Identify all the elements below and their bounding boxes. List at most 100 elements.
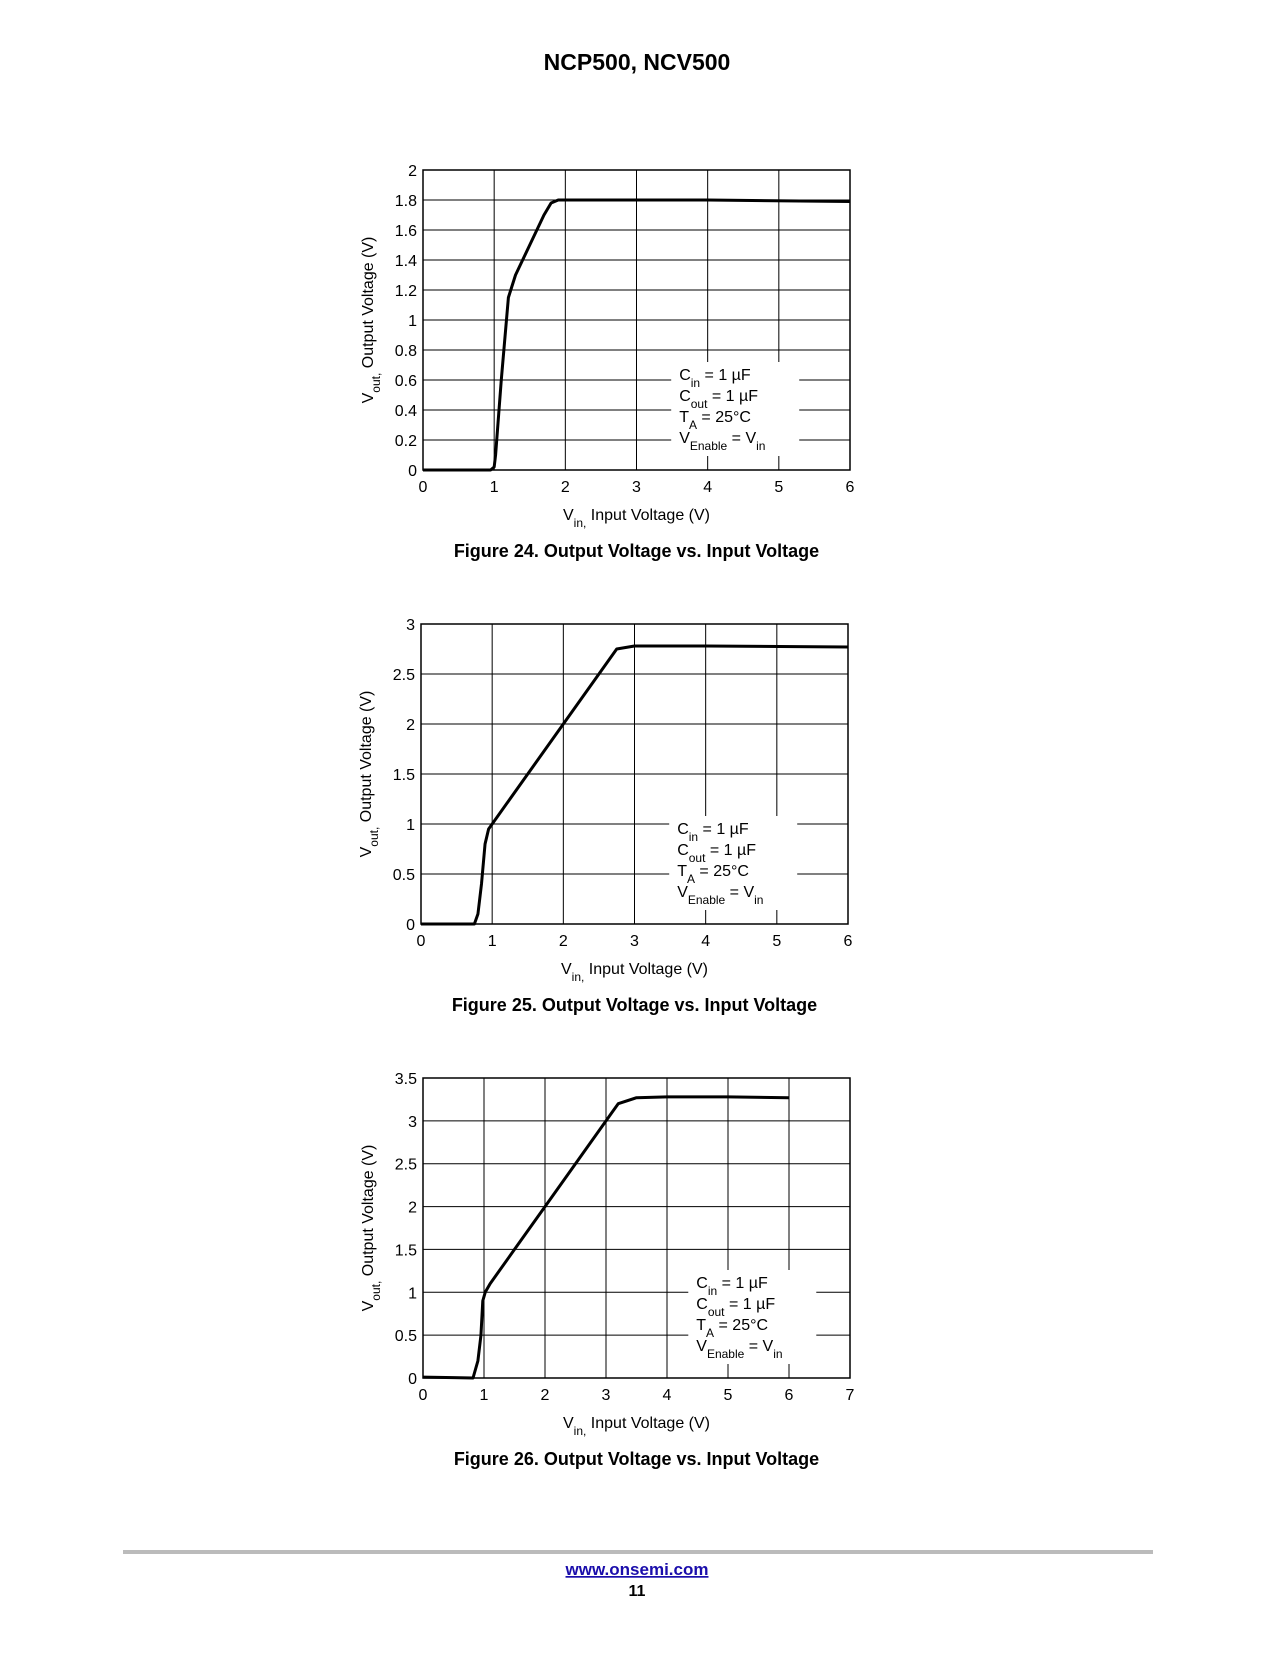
text-part: Output Voltage (V): [358, 691, 375, 827]
y-tick-label: 1.5: [395, 1242, 417, 1259]
subscript: out: [691, 397, 708, 411]
x-tick-label: 0: [419, 479, 428, 496]
x-tick-label: 0: [419, 1387, 428, 1404]
x-axis-label: Vin, Input Voltage (V): [563, 1415, 710, 1438]
annotation-line: TA = 25°C: [696, 1317, 768, 1340]
y-tick-label: 3.5: [395, 1071, 417, 1088]
subscript: out: [708, 1305, 725, 1319]
subscript: in: [754, 893, 763, 907]
y-tick-label: 2.5: [395, 1157, 417, 1174]
figure-caption: Figure 26. Output Voltage vs. Input Volt…: [454, 1449, 819, 1469]
y-tick-label: 1: [408, 1285, 417, 1302]
subscript: Enable: [690, 439, 728, 453]
y-tick-label: 1.5: [393, 767, 415, 784]
y-axis-label: Vout, Output Voltage (V): [358, 691, 381, 858]
y-axis-label: Vout, Output Voltage (V): [360, 237, 383, 404]
y-tick-label: 2.5: [393, 667, 415, 684]
text-part: V: [360, 392, 377, 403]
text-part: V: [563, 507, 574, 524]
chart: 0 0.2 0.4 0.6 0.8 1 1.2 1.4 1.6 1.8 2 0 1 2 3 4 5 6 Cin = …: [360, 163, 855, 561]
subscript: out,: [369, 373, 383, 393]
text-part: Input Voltage (V): [584, 961, 708, 978]
text-part: = 25°C: [695, 863, 749, 880]
annotation-box: [671, 362, 800, 456]
text-part: C: [677, 821, 689, 838]
text-part: = 1 µF: [717, 1275, 768, 1292]
annotation-line: Cin = 1 µF: [679, 367, 751, 390]
y-tick-label: 2: [408, 1200, 417, 1217]
annotation-line: Cin = 1 µF: [677, 821, 749, 844]
y-tick-label: 2: [408, 163, 417, 180]
text-part: T: [679, 409, 689, 426]
subscript: in: [773, 1347, 782, 1361]
subscript: A: [706, 1326, 714, 1340]
x-tick-label: 2: [541, 1387, 550, 1404]
plot-frame: [422, 1077, 851, 1379]
y-tick-label: 0.8: [395, 343, 417, 360]
annotation-line: Cout = 1 µF: [679, 388, 758, 411]
subscript: in: [708, 1284, 717, 1298]
annotation-line: Cin = 1 µF: [696, 1275, 768, 1298]
text-part: = 25°C: [714, 1317, 768, 1334]
annotation-line: VEnable = Vin: [679, 430, 765, 453]
y-tick-label: 0.5: [395, 1328, 417, 1345]
text-part: = 25°C: [697, 409, 751, 426]
x-tick-label: 6: [844, 933, 853, 950]
text-part: = 1 µF: [698, 821, 749, 838]
x-tick-label: 6: [846, 479, 855, 496]
text-part: C: [677, 842, 689, 859]
text-part: T: [677, 863, 687, 880]
text-part: = 1 µF: [707, 388, 758, 405]
text-part: Input Voltage (V): [586, 1415, 710, 1432]
text-part: = V: [725, 884, 754, 901]
footer-link[interactable]: www.onsemi.com: [565, 1560, 709, 1579]
text-part: C: [679, 367, 691, 384]
text-part: Input Voltage (V): [586, 507, 710, 524]
y-tick-label: 1: [408, 313, 417, 330]
text-part: = 1 µF: [705, 842, 756, 859]
figure-caption: Figure 24. Output Voltage vs. Input Volt…: [454, 541, 819, 561]
x-tick-label: 3: [632, 479, 641, 496]
text-part: V: [360, 1300, 377, 1311]
annotation-box: [688, 1270, 817, 1364]
x-tick-label: 2: [561, 479, 570, 496]
annotation-line: Cout = 1 µF: [696, 1296, 775, 1319]
x-tick-label: 5: [772, 933, 781, 950]
x-tick-label: 4: [703, 479, 712, 496]
y-tick-label: 1: [406, 817, 415, 834]
text-part: = 1 µF: [700, 367, 751, 384]
plot-frame: [422, 169, 851, 471]
text-part: V: [677, 884, 688, 901]
subscript: out: [689, 851, 706, 865]
y-axis-label: Vout, Output Voltage (V): [360, 1145, 383, 1312]
text-part: T: [696, 1317, 706, 1334]
y-tick-label: 1.8: [395, 193, 417, 210]
subscript: A: [689, 418, 697, 432]
x-tick-label: 1: [488, 933, 497, 950]
subscript: A: [687, 872, 695, 886]
subscript: in,: [574, 1424, 587, 1438]
x-tick-label: 1: [490, 479, 499, 496]
y-tick-label: 0: [406, 917, 415, 934]
x-axis-label: Vin, Input Voltage (V): [563, 507, 710, 530]
y-tick-label: 0.6: [395, 373, 417, 390]
x-axis-label: Vin, Input Voltage (V): [561, 961, 708, 984]
x-tick-label: 6: [785, 1387, 794, 1404]
x-tick-label: 4: [663, 1387, 672, 1404]
y-tick-label: 3: [406, 617, 415, 634]
text-part: C: [679, 388, 691, 405]
figure-caption: Figure 25. Output Voltage vs. Input Volt…: [452, 995, 817, 1015]
subscript: Enable: [707, 1347, 745, 1361]
x-tick-label: 2: [559, 933, 568, 950]
text-part: Output Voltage (V): [360, 1145, 377, 1281]
x-tick-label: 5: [724, 1387, 733, 1404]
y-tick-label: 2: [406, 717, 415, 734]
text-part: V: [561, 961, 572, 978]
x-tick-label: 3: [630, 933, 639, 950]
annotation-line: Cout = 1 µF: [677, 842, 756, 865]
x-tick-label: 3: [602, 1387, 611, 1404]
annotation-box: [669, 816, 798, 910]
y-tick-label: 0: [408, 1371, 417, 1388]
text-part: = V: [727, 430, 756, 447]
